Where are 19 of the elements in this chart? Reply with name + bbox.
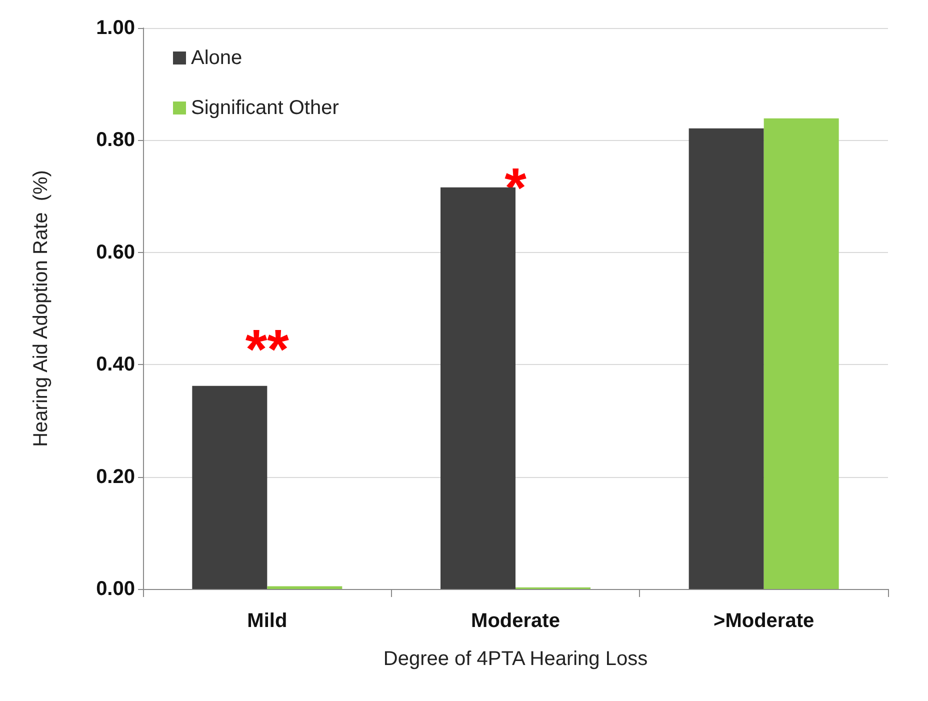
y-tick-label: 0.20	[96, 466, 135, 488]
x-tick-label: Moderate	[471, 610, 560, 632]
y-axis-title: Hearing Aid Adoption Rate (%)	[30, 170, 52, 447]
legend-label: Significant Other	[191, 97, 340, 119]
legend-label: Alone	[191, 47, 242, 69]
x-tick-label: >Moderate	[714, 610, 814, 632]
x-tick-label: Mild	[247, 610, 288, 632]
y-tick-label: 0.60	[96, 241, 135, 264]
y-tick-label: 0.80	[96, 129, 135, 152]
y-tick-label: 1.00	[96, 17, 135, 39]
y-tick-label: 0.00	[96, 578, 135, 600]
bar	[764, 118, 839, 589]
x-axis-title: Degree of 4PTA Hearing Loss	[383, 648, 648, 670]
y-tick-label: 0.40	[96, 354, 135, 376]
annotation: *	[504, 156, 527, 219]
bar	[267, 586, 342, 589]
bar	[192, 386, 268, 589]
bar	[688, 128, 764, 589]
annotation: **	[245, 318, 290, 380]
